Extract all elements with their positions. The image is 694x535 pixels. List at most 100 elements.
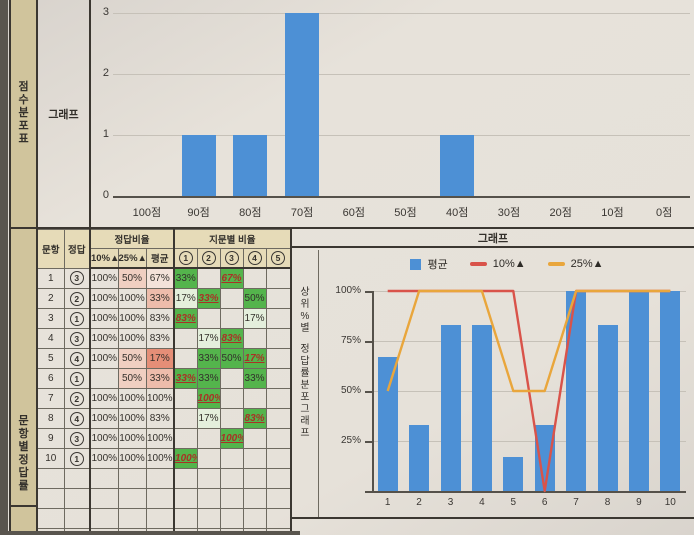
choice-rate-1	[173, 348, 198, 369]
x-axis-label: 2	[416, 497, 422, 508]
choice-rate-3	[219, 388, 244, 409]
bar-q8	[597, 325, 618, 491]
question-number: 6	[38, 368, 65, 389]
circled-number-icon: 2	[69, 291, 84, 306]
x-axis-label: 90점	[187, 207, 210, 219]
rate-top10: 100%	[89, 428, 119, 449]
x-axis-line	[365, 491, 686, 493]
rate-top10: 100%	[89, 448, 119, 469]
x-axis-label: 1	[384, 497, 391, 508]
y-axis-label: 50%	[340, 385, 361, 396]
circled-number-icon: 3	[69, 331, 84, 346]
choice-rate-3: 50%	[219, 348, 244, 369]
gridline	[113, 13, 690, 14]
x-axis-label: 80점	[239, 207, 262, 219]
choice-rate-1	[173, 428, 198, 449]
graph-label-text: 그래프	[48, 108, 79, 121]
right-section-bottom-border	[292, 517, 694, 519]
choice-rate-4: 33%	[242, 368, 267, 389]
y-axis-label: 3	[102, 6, 109, 18]
col-header-choice-4: 4	[242, 248, 267, 269]
question-number: 9	[38, 428, 65, 449]
circled-number-icon: 4	[247, 251, 262, 265]
y-axis-label: 100%	[335, 285, 361, 296]
y-axis-label: 75%	[340, 335, 361, 346]
bar-40점	[440, 135, 475, 196]
choice-rate-5	[265, 308, 291, 329]
circled-number-icon: 3	[69, 271, 84, 286]
circled-number-icon: 3	[69, 431, 84, 446]
choice-rate-3	[219, 288, 244, 309]
correct-answer: 2	[63, 288, 91, 309]
y-axis-tick	[365, 291, 372, 293]
col-header-top25: 25%▲	[117, 248, 147, 269]
x-axis-label: 4	[479, 497, 485, 508]
bar-q5	[503, 457, 524, 491]
chart-legend: 평균 10%▲ 25%▲	[320, 256, 694, 272]
table-row: 5 4 100% 50% 17% 33% 50% 17%	[38, 348, 291, 369]
correct-answer: 4	[63, 408, 91, 429]
graph-label-cell: 그래프	[38, 0, 91, 227]
rate-top10: 100%	[89, 348, 119, 369]
table-row: 8 4 100% 100% 83% 17% 83%	[38, 408, 291, 429]
x-axis-label: 6	[541, 497, 548, 508]
choice-rate-2: 33%	[196, 348, 221, 369]
legend-marker-line	[547, 262, 565, 266]
chart-side-label-cell: 상 위% 별 정 답 률 분 포 그 래 프	[292, 250, 319, 517]
rate-top25: 50%	[117, 348, 147, 369]
rate-top10	[89, 368, 119, 389]
choice-rate-3	[219, 368, 244, 389]
legend-item-bar: 평균	[410, 256, 448, 272]
col-group-correct-ratio: 정답비율	[89, 229, 176, 249]
circled-number-icon: 1	[178, 251, 193, 265]
table-right-border	[290, 229, 292, 535]
col-header-choice-3: 3	[219, 248, 244, 269]
col-header-question: 문항	[38, 229, 65, 269]
choice-rate-5	[265, 448, 291, 469]
choice-rate-5	[265, 328, 291, 349]
choice-rate-4: 50%	[242, 288, 267, 309]
x-axis-label: 20점	[549, 207, 572, 219]
col-header-answer: 정답	[63, 229, 91, 269]
question-number: 1	[38, 267, 65, 289]
rate-average: 100%	[145, 428, 176, 449]
choice-rate-2: 17%	[196, 408, 221, 429]
rate-average: 83%	[145, 328, 176, 349]
choice-rate-1	[173, 408, 198, 429]
empty-row	[38, 508, 291, 529]
legend-marker-bar	[410, 258, 422, 270]
x-axis-label: 10점	[601, 207, 624, 219]
correct-answer: 3	[63, 428, 91, 449]
question-stats-table-wrap: 문항 정답 정답비율 지문별 비율 10%▲ 25%▲ 평균 1 2 3 4 5	[38, 229, 291, 535]
choice-rate-5	[265, 288, 291, 309]
circled-number-icon: 1	[69, 451, 84, 466]
correct-answer: 3	[63, 267, 91, 289]
score-distribution-chart: 0 1 2 3 100점 90점 80점 70점 60점 50점 40점 30점 20점 10점 0점	[93, 0, 694, 227]
rate-average: 100%	[145, 448, 176, 469]
choice-rate-4	[242, 267, 267, 289]
x-axis-label: 3	[447, 497, 454, 508]
rate-average: 33%	[145, 288, 176, 309]
col-header-average: 평균	[145, 248, 176, 269]
bar-q9	[628, 291, 649, 491]
rate-top10: 100%	[89, 267, 119, 289]
col-group-choice-ratio: 지문별 비율	[173, 229, 291, 249]
choice-rate-1: 33%	[173, 267, 198, 289]
question-number: 8	[38, 408, 65, 429]
choice-rate-3	[219, 308, 244, 329]
rate-top10: 100%	[89, 288, 119, 309]
correct-answer: 1	[63, 368, 91, 389]
correct-answer: 2	[63, 388, 91, 409]
choice-rate-1	[173, 388, 198, 409]
correct-answer: 1	[63, 448, 91, 469]
rate-average: 83%	[145, 308, 176, 329]
rate-top25: 100%	[117, 288, 147, 309]
table-row: 6 1 50% 33% 33% 33% 33%	[38, 368, 291, 389]
rate-top10: 100%	[89, 328, 119, 349]
x-axis-label: 9	[636, 497, 642, 508]
